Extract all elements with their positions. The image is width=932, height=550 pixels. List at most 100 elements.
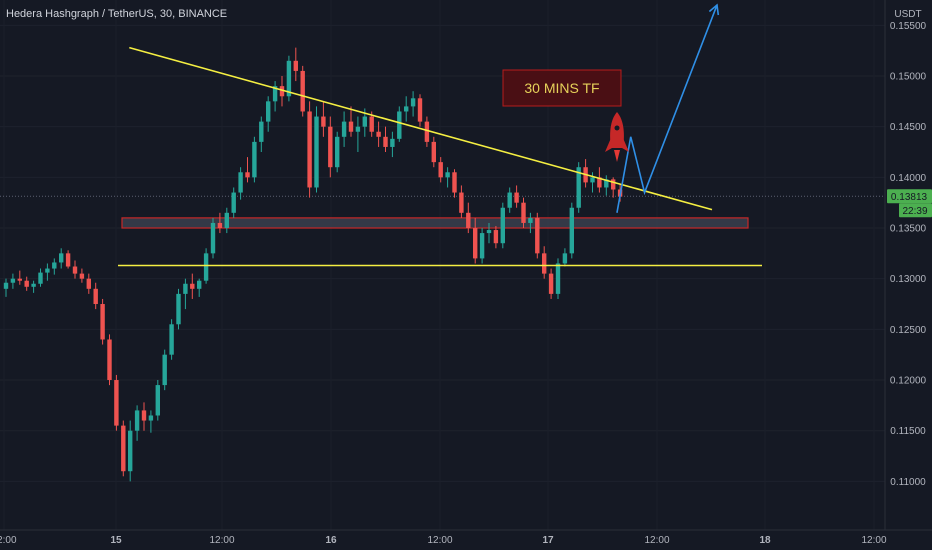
candle-body: [231, 192, 236, 213]
candle: [459, 185, 464, 218]
candle: [314, 106, 319, 193]
candle: [52, 258, 57, 275]
candle: [535, 212, 540, 259]
time-axis[interactable]: 12:00 15 12:00 16 12:00 17 12:00 18 12:00: [0, 535, 887, 546]
annotation-text: 30 MINS TF: [524, 80, 599, 96]
price-tick-label: 0.13000: [890, 274, 927, 285]
candle: [238, 167, 243, 200]
candle: [121, 420, 126, 477]
candle: [569, 202, 574, 259]
candle-body: [266, 101, 271, 122]
candle-body: [341, 121, 347, 137]
rocket-window: [614, 125, 620, 131]
candle-body: [86, 278, 91, 289]
candle-body: [190, 283, 195, 289]
candle-body: [597, 177, 602, 188]
candle-body: [335, 136, 340, 168]
price-badge-value: 0.13813: [891, 192, 928, 203]
candle-body: [100, 304, 105, 340]
price-axis[interactable]: 0.15500 0.15000 0.14500 0.14000 0.13500 0.130…: [890, 21, 927, 488]
candle: [417, 94, 423, 127]
candle: [86, 273, 91, 294]
price-tick-label: 0.15500: [890, 21, 927, 32]
candle-body: [141, 410, 147, 421]
time-tick-label: 12:00: [0, 535, 17, 546]
price-tick-label: 0.12000: [890, 376, 927, 387]
price-tick-label: 0.14000: [890, 173, 927, 184]
candle: [604, 175, 609, 196]
candle-body: [224, 212, 229, 229]
candle-body: [107, 339, 112, 381]
candle-body: [272, 86, 278, 102]
candle-body: [197, 280, 202, 289]
candle-body: [397, 111, 402, 139]
time-tick-label: 12:00: [209, 535, 234, 546]
candle: [79, 268, 85, 283]
candle-body: [24, 280, 29, 287]
candle-body: [203, 253, 209, 281]
annotation-box: [502, 69, 622, 107]
candle-body: [286, 60, 292, 97]
candle: [24, 276, 29, 291]
candle-body: [410, 98, 416, 107]
candle-body: [479, 233, 485, 259]
candle: [404, 96, 409, 122]
candle: [431, 136, 436, 168]
candle-body: [59, 253, 64, 263]
candle-body: [362, 116, 367, 127]
candle-body: [562, 253, 568, 264]
candle-body: [445, 172, 450, 178]
candle-body: [514, 192, 519, 203]
price-tick-label: 0.11000: [890, 477, 926, 488]
candle-body: [72, 266, 78, 274]
candle-body: [424, 121, 430, 142]
candle: [190, 273, 195, 299]
candle: [500, 202, 505, 249]
candle: [38, 268, 43, 287]
candle: [65, 250, 71, 269]
candle-body: [148, 415, 154, 421]
candle-body: [176, 293, 181, 325]
candle-body: [528, 217, 533, 223]
candle: [473, 217, 478, 264]
candle-body: [3, 282, 9, 289]
candle-body: [38, 272, 43, 284]
candle: [555, 258, 561, 299]
candle-body: [404, 106, 409, 112]
price-tick-label: 0.11500: [890, 426, 926, 437]
candle-body: [348, 121, 354, 132]
time-tick-label: 12:00: [861, 535, 886, 546]
candle: [162, 349, 167, 391]
candle: [376, 121, 381, 147]
candle: [576, 162, 581, 213]
candle-body: [169, 324, 174, 355]
candle-body: [321, 116, 326, 127]
candle-body: [217, 222, 223, 229]
candle: [562, 248, 568, 267]
candle: [217, 212, 223, 234]
price-tick-label: 0.13500: [890, 224, 927, 235]
candle: [128, 420, 133, 482]
candle: [134, 405, 140, 441]
candle: [286, 55, 292, 102]
support-zone-rect: [121, 217, 749, 229]
candle: [300, 65, 305, 117]
candle: [231, 187, 236, 218]
candle: [542, 246, 547, 279]
chart-title: Hedera Hashgraph / TetherUS, 30, BINANCE: [6, 8, 227, 20]
candle: [176, 288, 181, 330]
price-tick-label: 0.15000: [890, 72, 927, 83]
time-tick-label: 17: [542, 535, 554, 546]
candle-body: [486, 230, 492, 234]
candle: [548, 268, 554, 299]
candle-body: [245, 172, 250, 178]
candle-body: [328, 126, 333, 168]
candle-body: [65, 253, 71, 267]
candle-body: [438, 162, 443, 178]
descending-trendline: [129, 46, 713, 211]
candle: [445, 167, 450, 188]
candle-body: [431, 141, 436, 163]
candle-body: [369, 116, 374, 132]
